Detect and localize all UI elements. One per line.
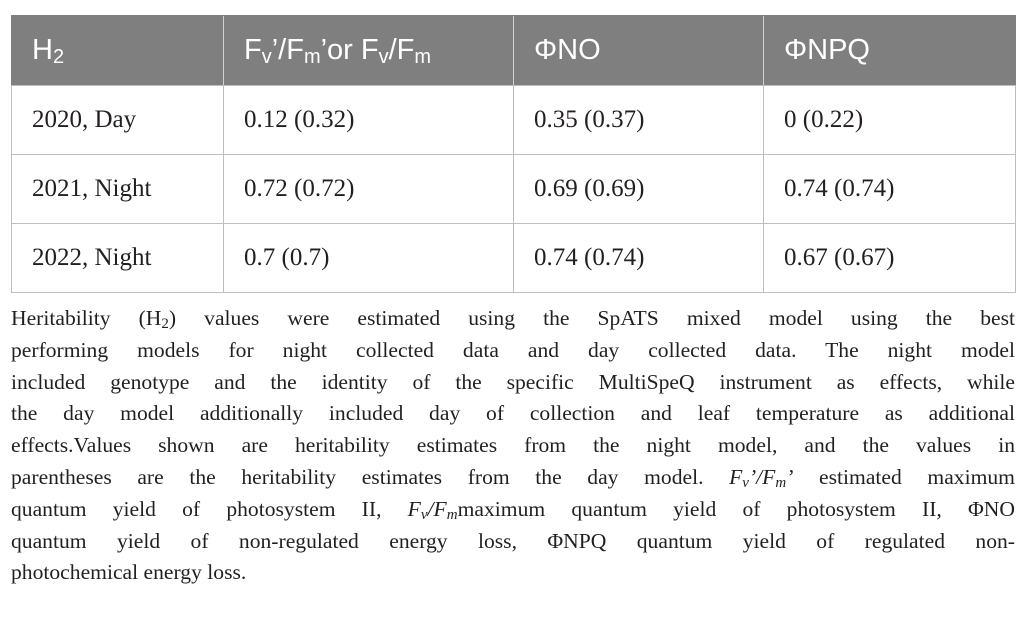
row-label: 2021, Night [11, 154, 224, 224]
caption-line: the day model additionally included day … [11, 401, 1015, 426]
table-row: 2022, Night 0.7 (0.7) 0.74 (0.74) 0.67 (… [11, 223, 1016, 293]
table-row: 2021, Night 0.72 (0.72) 0.69 (0.69) 0.74… [11, 154, 1016, 224]
cell-phi-no: 0.74 (0.74) [513, 223, 764, 293]
cell-fv-fm: 0.12 (0.32) [223, 85, 514, 155]
caption-line: effects.Values shown are heritability es… [11, 433, 1015, 458]
cell-phi-no: 0.69 (0.69) [513, 154, 764, 224]
heritability-table-container: H2 Fv’/Fm’or Fv/Fm ΦNO ΦNPQ 2020, Day 0.… [11, 15, 1016, 293]
caption-line: Heritability (H2) values were estimated … [11, 306, 1015, 332]
table-row: 2020, Day 0.12 (0.32) 0.35 (0.37) 0 (0.2… [11, 85, 1016, 155]
caption-line: parentheses are the heritability estimat… [11, 464, 1015, 491]
table-body: 2020, Day 0.12 (0.32) 0.35 (0.37) 0 (0.2… [11, 85, 1016, 293]
header-h2: H2 [11, 15, 224, 86]
header-fv-fm: Fv’/Fm’or Fv/Fm [223, 15, 514, 86]
cell-phi-npq: 0 (0.22) [763, 85, 1016, 155]
cell-phi-npq: 0.74 (0.74) [763, 154, 1016, 224]
table-header: H2 Fv’/Fm’or Fv/Fm ΦNO ΦNPQ [11, 15, 1016, 86]
cell-phi-npq: 0.67 (0.67) [763, 223, 1016, 293]
caption-line: quantum yield of photosystem II, Fv/Fmma… [11, 496, 1015, 523]
caption-line: quantum yield of non-regulated energy lo… [11, 528, 1015, 553]
row-label: 2020, Day [11, 85, 224, 155]
header-phi-npq: ΦNPQ [763, 15, 1016, 86]
cell-fv-fm: 0.72 (0.72) [223, 154, 514, 224]
header-phi-no: ΦNO [513, 15, 764, 86]
row-label: 2022, Night [11, 223, 224, 293]
heritability-table: H2 Fv’/Fm’or Fv/Fm ΦNO ΦNPQ 2020, Day 0.… [11, 15, 1016, 293]
cell-phi-no: 0.35 (0.37) [513, 85, 764, 155]
header-row: H2 Fv’/Fm’or Fv/Fm ΦNO ΦNPQ [11, 15, 1016, 86]
caption-line: photochemical energy loss. [11, 560, 247, 585]
caption-line: performing models for night collected da… [11, 337, 1015, 362]
caption-line: included genotype and the identity of th… [11, 369, 1015, 394]
cell-fv-fm: 0.7 (0.7) [223, 223, 514, 293]
table-caption: Heritability (H2) values were estimated … [11, 303, 1015, 589]
